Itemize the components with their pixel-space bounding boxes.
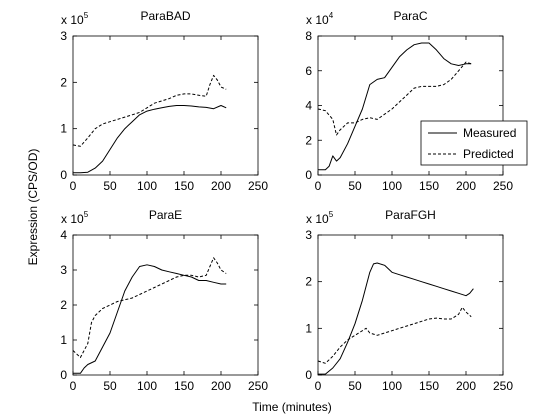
x-tick-label: 200	[456, 379, 476, 393]
x-tick-label: 0	[70, 179, 77, 193]
x-tick-label: 250	[493, 179, 513, 193]
x-tick-label: 150	[174, 379, 194, 393]
x-tick-label: 150	[419, 379, 439, 393]
y-tick-label: 3	[60, 29, 67, 43]
panel-title: ParaE	[149, 208, 182, 222]
legend-box	[420, 120, 528, 166]
x-tick-label: 150	[419, 179, 439, 193]
x-tick-label: 100	[382, 379, 402, 393]
legend-label-predicted: Predicted	[463, 147, 514, 161]
panel-title: ParaBAD	[140, 9, 190, 23]
y-tick-label: 0	[305, 168, 312, 182]
y-tick-label: 2	[60, 75, 67, 89]
y-tick-label: 1	[60, 122, 67, 136]
x-tick-label: 200	[456, 179, 476, 193]
x-tick-label: 250	[248, 379, 268, 393]
x-tick-label: 0	[315, 379, 322, 393]
axis-multiplier: x 105	[61, 11, 89, 27]
y-tick-label: 3	[60, 263, 67, 277]
y-tick-label: 0	[305, 368, 312, 382]
x-tick-label: 150	[174, 179, 194, 193]
series-line-measured	[318, 42, 472, 171]
series-line-measured	[73, 264, 227, 374]
axis-multiplier-exponent: 5	[329, 210, 334, 219]
axes-box	[317, 234, 504, 376]
y-tick-label: 8	[305, 29, 312, 43]
axis-multiplier: x 105	[61, 210, 89, 226]
axis-multiplier-base: x 10	[61, 212, 84, 226]
legend-label-measured: Measured	[463, 126, 516, 140]
axes-box	[72, 234, 259, 376]
axis-multiplier-base: x 10	[306, 212, 329, 226]
figure-y-label: Expression (CPS/OD)	[26, 149, 40, 266]
x-tick-label: 200	[211, 379, 231, 393]
series-line-predicted	[72, 257, 227, 358]
x-tick-label: 0	[315, 179, 322, 193]
panel-parafgh: 0 50 100 150 200 250 0 1 2 3 x 105 ParaFGH	[305, 208, 513, 393]
x-tick-label: 100	[137, 179, 157, 193]
y-tick-label: 1	[60, 333, 67, 347]
y-tick-label: 2	[305, 133, 312, 147]
axis-multiplier: x 104	[306, 11, 334, 27]
x-tick-label: 0	[70, 379, 77, 393]
axis-multiplier-exponent: 4	[329, 11, 334, 20]
x-tick-label: 200	[211, 179, 231, 193]
axis-multiplier-base: x 10	[306, 13, 329, 27]
axes-box	[72, 35, 259, 176]
y-tick-label: 6	[305, 64, 312, 78]
axis-multiplier: x 105	[306, 210, 334, 226]
y-tick-label: 3	[305, 228, 312, 242]
series-line-predicted	[317, 61, 472, 136]
series-line-predicted	[317, 306, 472, 364]
y-tick-label: 2	[60, 298, 67, 312]
legend: Measured Predicted	[420, 120, 528, 166]
series-line-measured	[73, 105, 227, 174]
axis-multiplier-base: x 10	[61, 13, 84, 27]
axis-multiplier-exponent: 5	[84, 11, 89, 20]
x-tick-label: 50	[348, 179, 362, 193]
panel-parae: 0 50 100 150 200 250 0 1 2 3 4 x 105 ParaE	[60, 208, 268, 393]
panel-title: ParaFGH	[385, 208, 436, 222]
x-tick-label: 250	[248, 179, 268, 193]
figure-x-label: Time (minutes)	[252, 400, 332, 414]
y-tick-label: 0	[60, 368, 67, 382]
y-tick-label: 2	[305, 275, 312, 289]
panel-parabad: 0 50 100 150 200 250 0 1 2 3 x 105 ParaBAD	[60, 9, 268, 193]
y-tick-label: 4	[60, 228, 67, 242]
axis-multiplier-exponent: 5	[84, 210, 89, 219]
x-tick-label: 50	[103, 379, 117, 393]
x-tick-label: 50	[348, 379, 362, 393]
x-tick-label: 100	[137, 379, 157, 393]
y-tick-label: 4	[305, 99, 312, 113]
x-tick-label: 250	[493, 379, 513, 393]
x-tick-label: 100	[382, 179, 402, 193]
y-tick-label: 0	[60, 168, 67, 182]
panel-title: ParaC	[393, 9, 427, 23]
series-line-predicted	[72, 74, 227, 147]
series-line-measured	[318, 262, 474, 375]
x-tick-label: 50	[103, 179, 117, 193]
y-tick-label: 1	[305, 321, 312, 335]
